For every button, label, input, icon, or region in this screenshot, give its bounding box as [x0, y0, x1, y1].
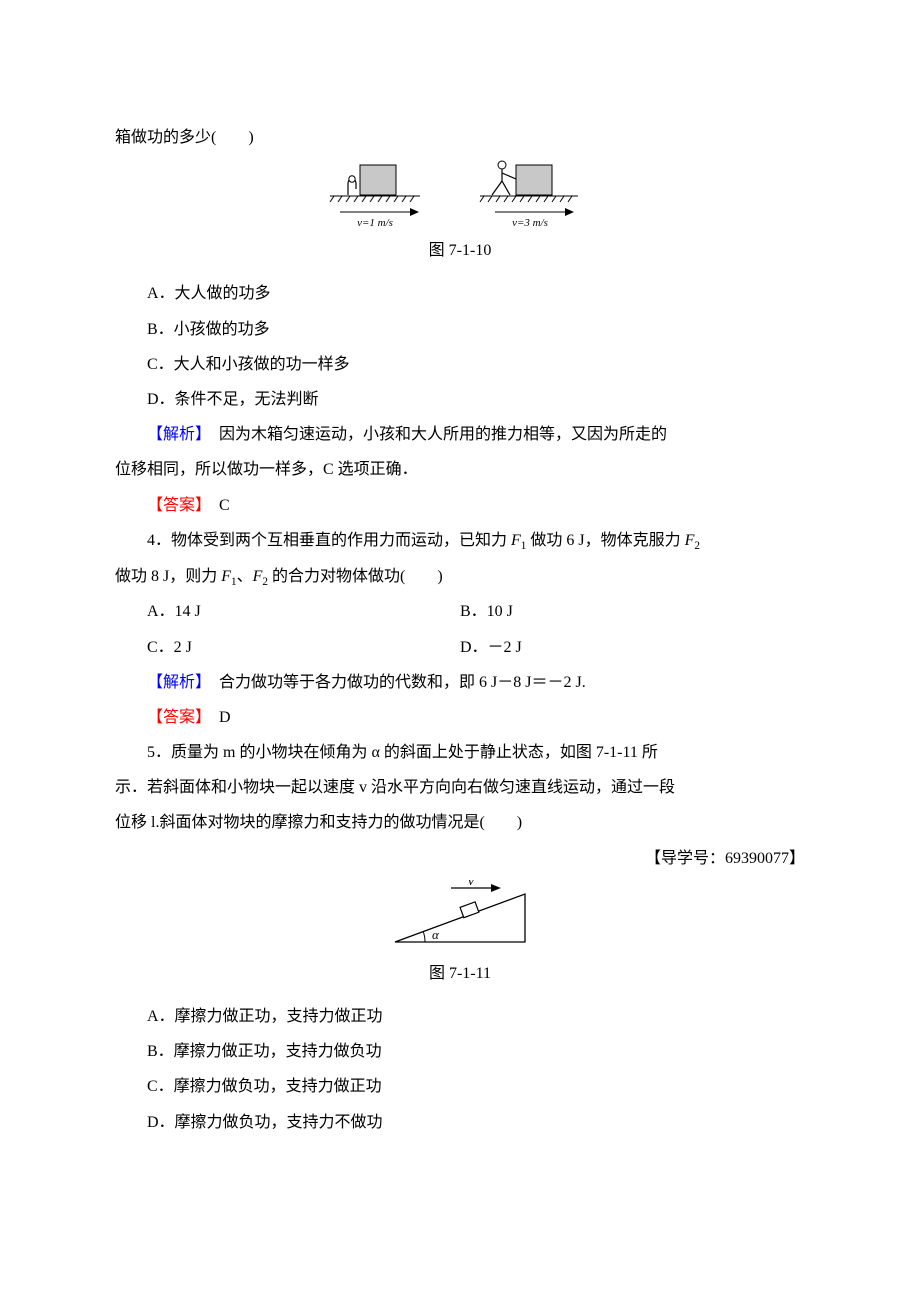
- q4-F2b: F: [253, 568, 263, 585]
- q4-stem-line2: 做功 8 J，则力 F1、F2 的合力对物体做功( ): [115, 559, 805, 595]
- q5-stem-line2: 示．若斜面体和小物块一起以速度 v 沿水平方向向右做匀速直线运动，通过一段: [115, 770, 805, 805]
- q4-analysis-line: 【解析】 合力做功等于各力做功的代数和，即 6 J－8 J＝－2 J.: [115, 665, 805, 700]
- q5-option-d: D．摩擦力做负功，支持力不做功: [115, 1105, 805, 1140]
- figure-7-1-11: v α: [115, 880, 805, 952]
- q4-stem1a: 4．物体受到两个互相垂直的作用力而运动，已知力: [147, 532, 511, 549]
- guide-number: 【导学号：69390077】: [115, 841, 805, 876]
- fig2-v-label: v: [468, 880, 475, 889]
- q4-answer-line: 【答案】 D: [115, 700, 805, 735]
- q4-analysis-text: 合力做功等于各力做功的代数和，即 6 J－8 J＝－2 J.: [203, 674, 586, 691]
- q4-F2a-sub: 2: [694, 540, 700, 552]
- q4-answer-value: D: [203, 709, 231, 726]
- q4-option-a: A．14 J: [115, 594, 460, 629]
- fig1-right-label: v=3 m/s: [512, 217, 548, 229]
- q3-option-b: B．小孩做的功多: [115, 312, 805, 347]
- q3-option-d: D．条件不足，无法判断: [115, 382, 805, 417]
- q5-option-c: C．摩擦力做负功，支持力做正功: [115, 1069, 805, 1104]
- q3-analysis-line1: 【解析】 因为木箱匀速运动，小孩和大人所用的推力相等，又因为所走的: [115, 417, 805, 452]
- q3-option-c: C．大人和小孩做的功一样多: [115, 347, 805, 382]
- answer-label: 【答案】: [147, 497, 203, 514]
- q4-option-c: C．2 J: [115, 630, 460, 665]
- q4-option-d: D．－2 J: [460, 630, 805, 665]
- q4-F1b: F: [221, 568, 231, 585]
- q4-stem2c: 的合力对物体做功( ): [268, 568, 443, 585]
- analysis-label: 【解析】: [147, 674, 203, 691]
- q4-stem2b: 、: [237, 568, 253, 585]
- answer-label: 【答案】: [147, 709, 203, 726]
- q5-option-b: B．摩擦力做正功，支持力做负功: [115, 1034, 805, 1069]
- q5-stem-line1: 5．质量为 m 的小物块在倾角为 α 的斜面上处于静止状态，如图 7-1-11 …: [115, 735, 805, 770]
- figure-7-1-11-caption: 图 7-1-11: [115, 956, 805, 991]
- q4-stem-line1: 4．物体受到两个互相垂直的作用力而运动，已知力 F1 做功 6 J，物体克服力 …: [115, 523, 805, 559]
- lead-line: 箱做功的多少( ): [115, 120, 805, 155]
- fig2-alpha-label: α: [432, 927, 440, 942]
- fig1-right-group: v=3 m/s: [480, 161, 578, 229]
- q4-F2a: F: [685, 532, 695, 549]
- q4-stem2a: 做功 8 J，则力: [115, 568, 221, 585]
- q4-stem1b: 做功 6 J，物体克服力: [526, 532, 684, 549]
- q3-analysis-line2: 位移相同，所以做功一样多，C 选项正确．: [115, 452, 805, 487]
- figure-7-1-10-caption: 图 7-1-10: [115, 233, 805, 268]
- fig1-left-label: v=1 m/s: [357, 217, 393, 229]
- q3-answer-value: C: [203, 497, 230, 514]
- q4-option-b: B．10 J: [460, 594, 805, 629]
- q5-stem-line3: 位移 l.斜面体对物块的摩擦力和支持力的做功情况是( ): [115, 805, 805, 840]
- q3-option-a: A．大人做的功多: [115, 276, 805, 311]
- q5-option-a: A．摩擦力做正功，支持力做正功: [115, 999, 805, 1034]
- analysis-label: 【解析】: [147, 426, 203, 443]
- figure-7-1-10: v=1 m/s v=3 m/s: [115, 159, 805, 229]
- q4-F1: F: [511, 532, 521, 549]
- q3-analysis-text1: 因为木箱匀速运动，小孩和大人所用的推力相等，又因为所走的: [203, 426, 667, 443]
- fig1-left-group: v=1 m/s: [330, 165, 420, 229]
- q3-answer-line: 【答案】 C: [115, 488, 805, 523]
